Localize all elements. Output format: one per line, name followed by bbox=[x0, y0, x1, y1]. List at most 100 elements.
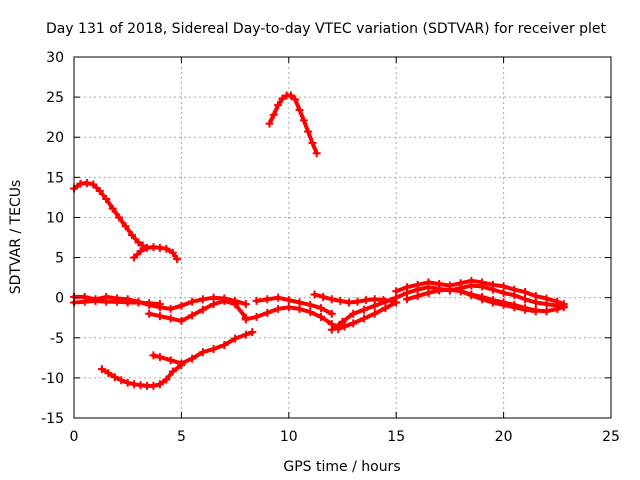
data-point bbox=[327, 325, 336, 334]
data-point bbox=[413, 280, 422, 289]
data-point bbox=[134, 298, 143, 307]
data-point bbox=[312, 149, 321, 158]
data-point bbox=[241, 315, 250, 324]
y-tick-label: -15 bbox=[41, 411, 64, 427]
grid-lines bbox=[74, 57, 611, 418]
data-point bbox=[295, 105, 304, 114]
data-point bbox=[149, 381, 158, 390]
y-axis-label: SDTVAR / TECUs bbox=[8, 180, 24, 295]
axis-ticks: 0 5 10 15 20 25 -15 -10 -5 0 5 10 15 20 25 30 bbox=[41, 50, 620, 445]
data-point bbox=[392, 287, 401, 296]
data-point bbox=[274, 304, 283, 313]
data-point bbox=[274, 293, 283, 302]
data-point bbox=[155, 353, 164, 362]
data-point bbox=[102, 297, 111, 306]
data-point bbox=[265, 119, 274, 128]
data-point bbox=[413, 292, 422, 301]
y-tick-label: 15 bbox=[46, 170, 64, 186]
series-arc-15 bbox=[402, 285, 540, 316]
data-point bbox=[252, 296, 261, 305]
data-point bbox=[117, 376, 126, 385]
data-point bbox=[291, 95, 300, 104]
data-point bbox=[198, 348, 207, 357]
data-point bbox=[89, 180, 98, 189]
data-point bbox=[295, 298, 304, 307]
data-point bbox=[123, 378, 132, 387]
data-point bbox=[198, 305, 207, 314]
data-point bbox=[559, 303, 568, 312]
data-point bbox=[134, 238, 143, 247]
series-arc-8 bbox=[149, 328, 257, 368]
data-point bbox=[162, 244, 171, 253]
data-point bbox=[198, 295, 207, 304]
data-point bbox=[435, 286, 444, 295]
data-point bbox=[478, 295, 487, 304]
data-point bbox=[456, 279, 465, 288]
data-point bbox=[362, 296, 371, 305]
data-point bbox=[521, 305, 530, 314]
data-point bbox=[108, 204, 117, 213]
data-point bbox=[359, 305, 368, 314]
series-line bbox=[147, 298, 248, 323]
data-point bbox=[155, 300, 164, 309]
y-tick-label: 0 bbox=[55, 291, 64, 307]
data-point bbox=[402, 283, 411, 292]
data-point bbox=[299, 116, 308, 125]
data-point bbox=[531, 292, 540, 301]
data-point bbox=[510, 285, 519, 294]
data-point bbox=[340, 322, 349, 331]
data-point bbox=[274, 101, 283, 110]
data-point bbox=[220, 296, 229, 305]
data-point bbox=[252, 312, 261, 321]
data-point bbox=[110, 373, 119, 382]
data-point bbox=[136, 247, 145, 256]
data-point bbox=[284, 296, 293, 305]
y-tick-label: -10 bbox=[41, 371, 64, 387]
data-point bbox=[166, 314, 175, 323]
y-tick-label: 10 bbox=[46, 210, 64, 226]
data-point bbox=[359, 314, 368, 323]
y-tick-label: 25 bbox=[46, 90, 64, 106]
data-point bbox=[542, 307, 551, 316]
series-line bbox=[312, 292, 394, 305]
data-point bbox=[188, 297, 197, 306]
data-point bbox=[155, 380, 164, 389]
data-point bbox=[370, 309, 379, 318]
data-point bbox=[123, 298, 132, 307]
data-point bbox=[121, 222, 130, 231]
data-point bbox=[269, 110, 278, 119]
series-arc-7 bbox=[97, 361, 186, 390]
data-point bbox=[91, 296, 100, 305]
data-point bbox=[177, 359, 186, 368]
data-point bbox=[521, 295, 530, 304]
data-point bbox=[531, 307, 540, 316]
data-point bbox=[381, 297, 390, 306]
data-point bbox=[115, 213, 124, 222]
data-point bbox=[241, 330, 250, 339]
data-point bbox=[177, 301, 186, 310]
x-tick-label: 5 bbox=[177, 429, 186, 445]
series-layer bbox=[70, 91, 568, 390]
data-point bbox=[327, 295, 336, 304]
chart-title: Day 131 of 2018, Sidereal Day-to-day VTE… bbox=[46, 21, 607, 37]
data-point bbox=[286, 91, 295, 100]
data-point bbox=[168, 367, 177, 376]
data-point bbox=[263, 308, 272, 317]
data-point bbox=[188, 354, 197, 363]
data-point bbox=[478, 278, 487, 287]
data-point bbox=[231, 334, 240, 343]
data-point bbox=[424, 288, 433, 297]
data-point bbox=[456, 287, 465, 296]
series-arc-11 bbox=[310, 290, 396, 307]
data-point bbox=[488, 298, 497, 307]
data-point bbox=[499, 300, 508, 309]
y-tick-label: 30 bbox=[46, 50, 64, 66]
series-arc-3 bbox=[265, 91, 321, 158]
data-point bbox=[188, 311, 197, 320]
data-point bbox=[209, 345, 218, 354]
data-point bbox=[155, 312, 164, 321]
data-point bbox=[112, 297, 121, 306]
x-tick-label: 20 bbox=[495, 429, 513, 445]
data-point bbox=[488, 280, 497, 289]
data-point bbox=[424, 278, 433, 287]
